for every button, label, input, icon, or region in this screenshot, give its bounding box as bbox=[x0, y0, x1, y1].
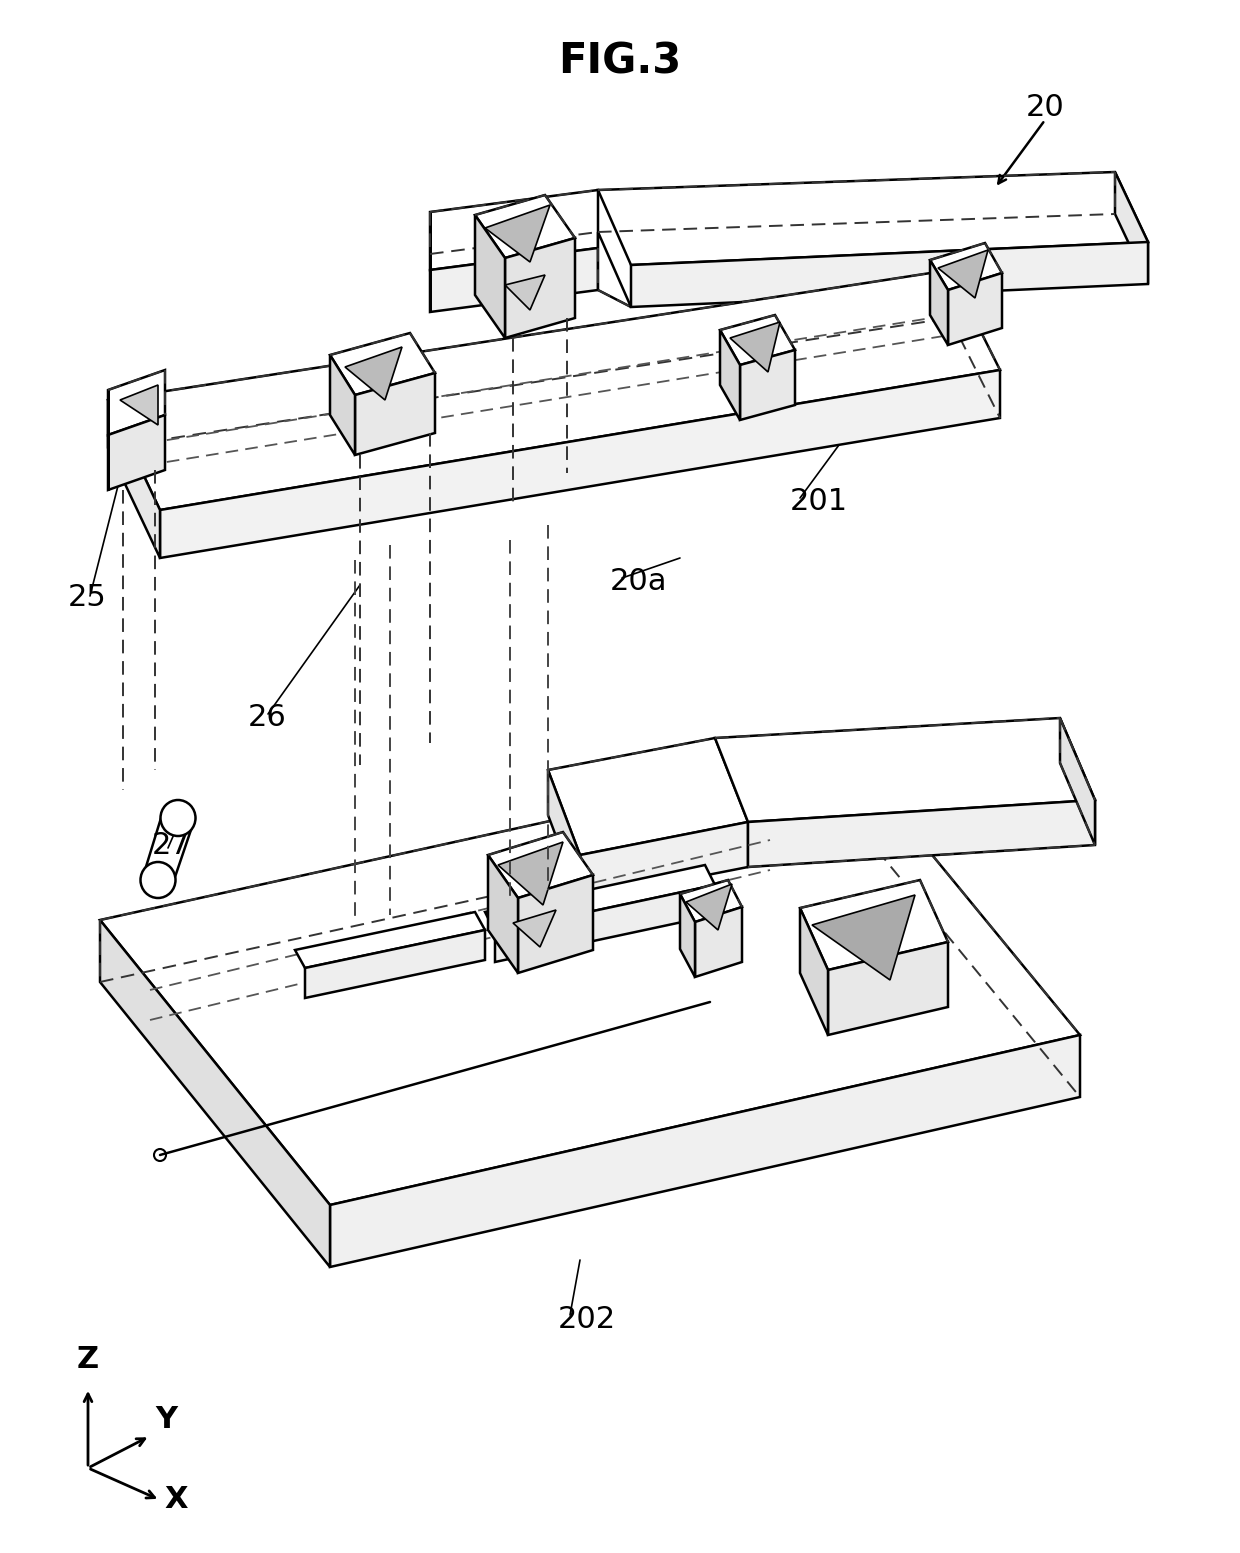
Polygon shape bbox=[748, 800, 1095, 867]
Text: FIG.3: FIG.3 bbox=[558, 40, 682, 82]
Polygon shape bbox=[812, 895, 915, 980]
Polygon shape bbox=[548, 738, 748, 856]
Polygon shape bbox=[430, 248, 598, 312]
Text: X: X bbox=[164, 1485, 187, 1514]
Text: 20: 20 bbox=[1025, 93, 1064, 123]
Ellipse shape bbox=[140, 862, 176, 898]
Polygon shape bbox=[475, 214, 505, 339]
Polygon shape bbox=[930, 242, 1002, 290]
Polygon shape bbox=[489, 856, 518, 974]
Polygon shape bbox=[108, 401, 160, 558]
Text: 202: 202 bbox=[558, 1306, 616, 1334]
Polygon shape bbox=[680, 895, 694, 977]
Polygon shape bbox=[715, 717, 1095, 822]
Polygon shape bbox=[108, 270, 999, 509]
Polygon shape bbox=[100, 919, 330, 1267]
Text: Z: Z bbox=[77, 1345, 99, 1374]
Text: 26: 26 bbox=[248, 704, 286, 733]
Polygon shape bbox=[108, 370, 165, 435]
Polygon shape bbox=[100, 755, 1080, 1205]
Polygon shape bbox=[305, 930, 485, 999]
Ellipse shape bbox=[160, 800, 196, 836]
Polygon shape bbox=[720, 329, 740, 419]
Polygon shape bbox=[495, 885, 715, 961]
Polygon shape bbox=[295, 912, 485, 968]
Text: Y: Y bbox=[155, 1405, 177, 1433]
Polygon shape bbox=[498, 842, 563, 905]
Polygon shape bbox=[513, 910, 556, 947]
Polygon shape bbox=[598, 231, 631, 307]
Text: 25: 25 bbox=[68, 584, 107, 612]
Polygon shape bbox=[485, 865, 715, 932]
Polygon shape bbox=[598, 172, 1148, 266]
Polygon shape bbox=[120, 385, 157, 426]
Polygon shape bbox=[686, 884, 732, 930]
Polygon shape bbox=[330, 332, 435, 394]
Polygon shape bbox=[580, 822, 748, 901]
Polygon shape bbox=[330, 1034, 1080, 1267]
Polygon shape bbox=[937, 250, 988, 298]
Polygon shape bbox=[345, 346, 402, 401]
Polygon shape bbox=[485, 205, 551, 262]
Polygon shape bbox=[430, 189, 598, 270]
Text: 201: 201 bbox=[790, 488, 848, 517]
Polygon shape bbox=[680, 881, 742, 922]
Polygon shape bbox=[108, 415, 165, 491]
Polygon shape bbox=[489, 832, 593, 898]
Polygon shape bbox=[548, 770, 580, 901]
Polygon shape bbox=[518, 874, 593, 974]
Polygon shape bbox=[631, 242, 1148, 307]
Text: 20a: 20a bbox=[610, 567, 667, 596]
Polygon shape bbox=[800, 909, 828, 1034]
Polygon shape bbox=[720, 315, 795, 365]
Polygon shape bbox=[949, 273, 1002, 345]
Polygon shape bbox=[505, 238, 575, 339]
Text: 27: 27 bbox=[153, 831, 191, 859]
Polygon shape bbox=[330, 356, 355, 455]
Polygon shape bbox=[1115, 172, 1148, 284]
Polygon shape bbox=[740, 349, 795, 419]
Polygon shape bbox=[800, 881, 949, 971]
Polygon shape bbox=[160, 370, 999, 558]
Polygon shape bbox=[730, 321, 780, 373]
Polygon shape bbox=[475, 196, 575, 258]
Polygon shape bbox=[694, 907, 742, 977]
Polygon shape bbox=[828, 943, 949, 1034]
Polygon shape bbox=[1060, 717, 1095, 845]
Polygon shape bbox=[505, 275, 546, 311]
Polygon shape bbox=[930, 259, 949, 345]
Polygon shape bbox=[355, 373, 435, 455]
